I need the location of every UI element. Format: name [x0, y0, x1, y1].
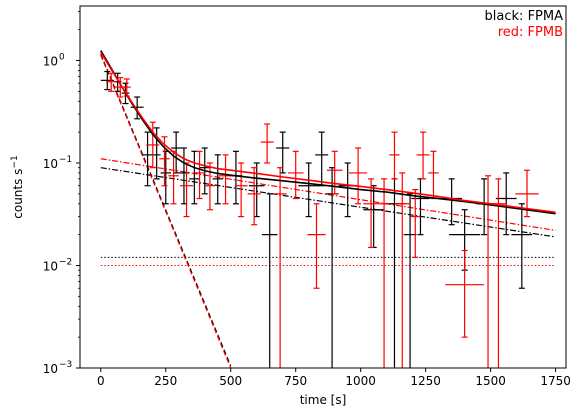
- y-axis-label-exponent: −1: [10, 155, 20, 168]
- data-point-fpmb: [389, 131, 400, 180]
- data-point-fpmb: [348, 147, 368, 205]
- x-tick-label: 1750: [540, 374, 571, 388]
- x-tick-label: 1500: [475, 374, 506, 388]
- data-point-fpmb: [445, 249, 485, 338]
- x-tick-label: 250: [154, 374, 177, 388]
- x-tick-label: 500: [219, 374, 242, 388]
- data-point-fpmb: [115, 77, 126, 98]
- data-point-fpmb: [260, 123, 274, 164]
- data-point-fpma: [298, 162, 320, 218]
- data-point-fpmb: [416, 131, 430, 180]
- x-tick-label: 1000: [345, 374, 376, 388]
- shallow-decay-model-fpmb: [100, 158, 556, 231]
- data-point-fpmb: [194, 150, 205, 200]
- x-axis-label: time [s]: [300, 393, 347, 407]
- total-model-fpmb: [100, 51, 556, 214]
- data-point-fpma: [170, 131, 182, 174]
- data-point-fpmb: [378, 178, 390, 368]
- y-tick-exponent: −2: [59, 257, 72, 267]
- y-tick-label: 10: [43, 54, 58, 68]
- data-point-fpma: [248, 162, 265, 218]
- data-point-fpmb: [204, 162, 216, 211]
- total-model-fpma: [100, 50, 556, 215]
- data-point-fpmb: [307, 203, 326, 289]
- axis-ticks: 0 250 500 750 1000 1250 1500 175010−310−210−110…: [43, 11, 571, 388]
- data-point-fpma: [511, 203, 533, 289]
- y-axis-label-main: counts s: [11, 169, 25, 219]
- legend-entry: red: FPMB: [498, 25, 563, 40]
- y-tick-label: 10: [43, 362, 58, 376]
- y-tick-label: 10: [43, 157, 58, 171]
- data-point-fpma: [178, 147, 190, 205]
- steep-decay-model-fpmb: [100, 55, 232, 368]
- x-tick-label: 750: [284, 374, 307, 388]
- data-point-fpma: [261, 193, 278, 368]
- shallow-decay-model-fpma: [100, 167, 556, 238]
- data-point-fpma: [130, 96, 144, 120]
- data-point-fpma: [189, 150, 200, 205]
- data-point-fpma: [403, 193, 417, 368]
- y-tick-exponent: −3: [59, 360, 72, 370]
- data-point-fpmb: [287, 150, 304, 200]
- data-point-fpma: [212, 154, 223, 205]
- data-point-fpmb: [273, 167, 287, 368]
- axes-frame: [79, 5, 567, 369]
- y-axis-label: counts s−1: [10, 155, 25, 218]
- data-point-fpmb: [146, 121, 160, 169]
- data-point-fpmb: [410, 189, 421, 258]
- x-tick-label: 0: [97, 374, 105, 388]
- data-point-fpmb: [394, 172, 411, 368]
- steep-decay-model-fpma: [100, 54, 232, 367]
- data-point-fpma: [142, 131, 153, 187]
- y-tick-exponent: −1: [59, 155, 72, 165]
- y-tick-label: 10: [43, 259, 58, 273]
- y-tick-exponent: 0: [59, 52, 65, 62]
- plot-area: [100, 50, 556, 368]
- legend-entry: black: FPMA: [485, 9, 564, 24]
- x-tick-label: 1250: [410, 374, 441, 388]
